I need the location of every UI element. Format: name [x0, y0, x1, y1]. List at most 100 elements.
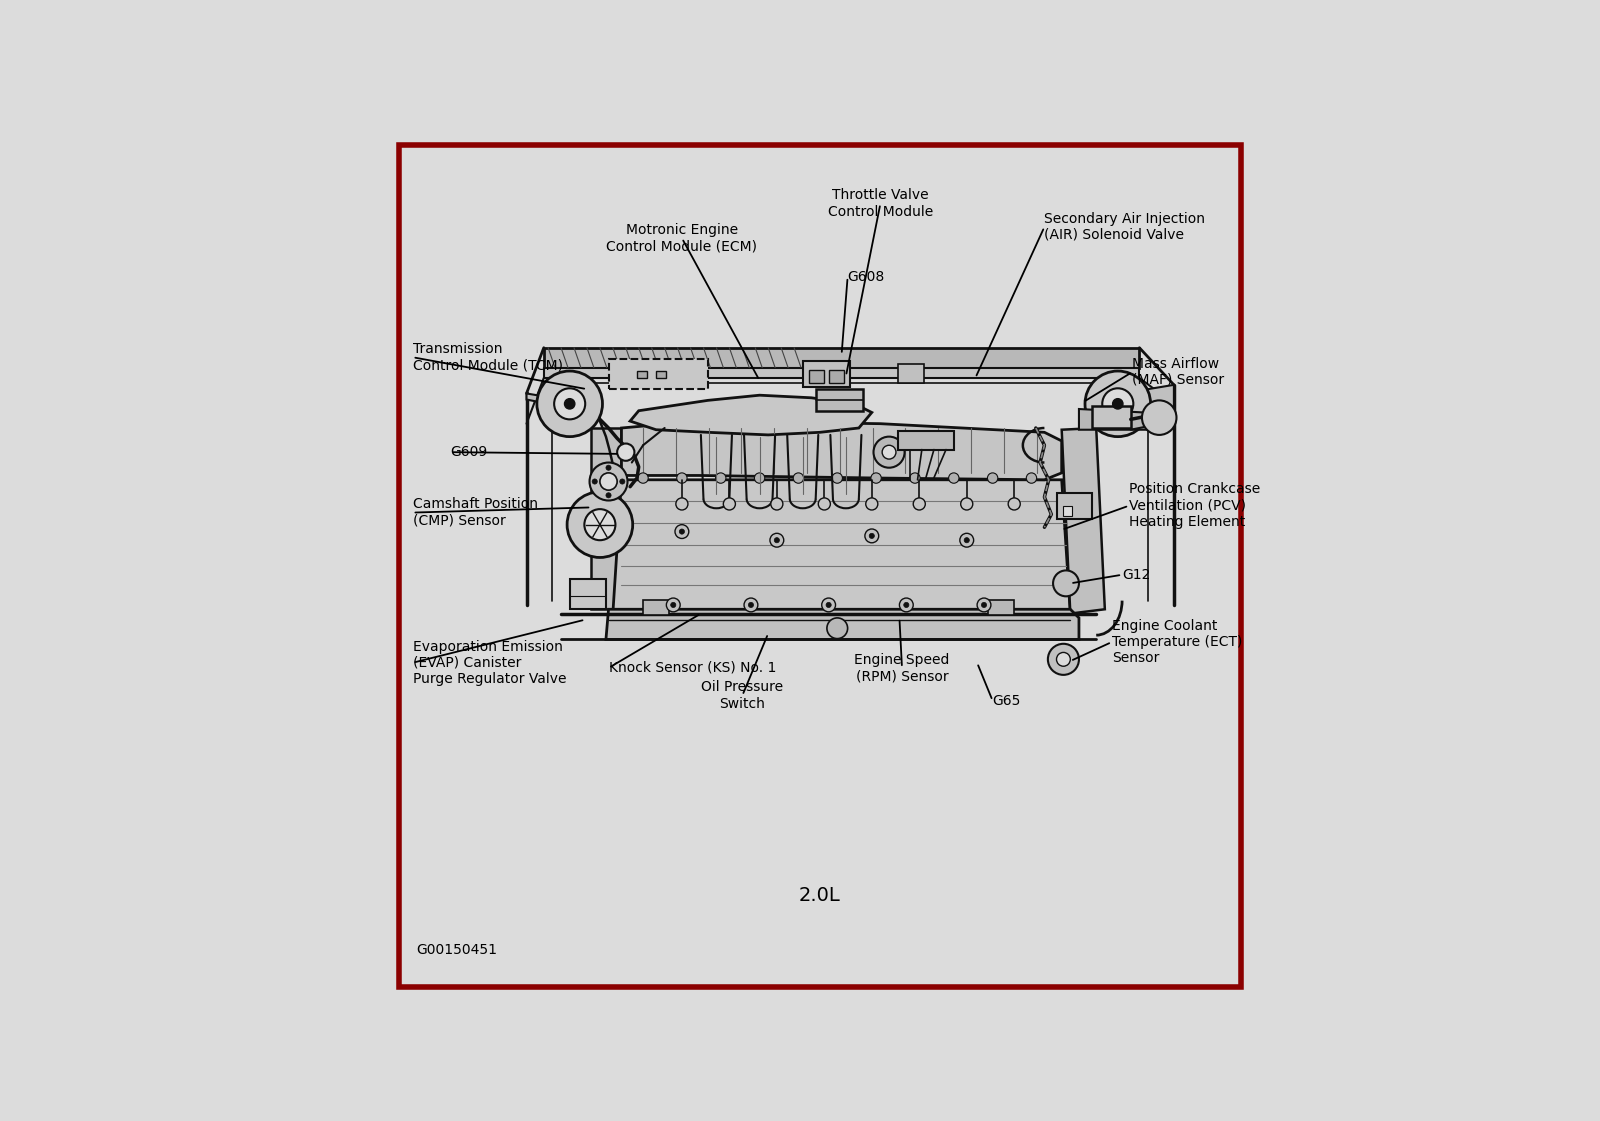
Circle shape [832, 473, 843, 483]
Circle shape [866, 529, 878, 543]
Circle shape [1053, 571, 1078, 596]
Polygon shape [630, 396, 872, 435]
Circle shape [1008, 498, 1021, 510]
Polygon shape [526, 393, 600, 418]
Circle shape [680, 529, 685, 535]
Polygon shape [1062, 428, 1106, 613]
Circle shape [771, 498, 782, 510]
Bar [816, 389, 862, 410]
Polygon shape [1078, 409, 1149, 429]
Circle shape [619, 479, 626, 484]
Bar [989, 600, 1014, 615]
Bar [643, 600, 669, 615]
Bar [898, 364, 923, 383]
Circle shape [987, 473, 998, 483]
Circle shape [1026, 473, 1037, 483]
Bar [808, 370, 824, 383]
Circle shape [882, 445, 896, 460]
Circle shape [744, 597, 758, 612]
Circle shape [960, 534, 974, 547]
Circle shape [670, 602, 675, 608]
Polygon shape [606, 609, 1078, 639]
Circle shape [606, 493, 611, 498]
Text: Camshaft Position
(CMP) Sensor: Camshaft Position (CMP) Sensor [413, 498, 538, 528]
Circle shape [965, 538, 970, 543]
Circle shape [1048, 643, 1078, 675]
Bar [1091, 407, 1131, 428]
Text: Evaporation Emission
(EVAP) Canister
Purge Regulator Valve: Evaporation Emission (EVAP) Canister Pur… [413, 640, 566, 686]
Circle shape [827, 618, 848, 639]
Circle shape [899, 597, 914, 612]
Text: Motronic Engine
Control Module (ECM): Motronic Engine Control Module (ECM) [606, 223, 757, 253]
Text: Throttle Valve
Control Module: Throttle Valve Control Module [827, 188, 933, 219]
Circle shape [870, 473, 882, 483]
Circle shape [1112, 399, 1123, 409]
Circle shape [1142, 400, 1176, 435]
Circle shape [904, 602, 909, 608]
Polygon shape [544, 348, 1139, 368]
Bar [1064, 506, 1072, 516]
Circle shape [818, 498, 830, 510]
Circle shape [874, 436, 904, 467]
Circle shape [638, 473, 648, 483]
Circle shape [538, 371, 603, 437]
Circle shape [981, 602, 987, 608]
Bar [570, 580, 606, 609]
Circle shape [826, 602, 832, 608]
FancyBboxPatch shape [608, 359, 707, 389]
Circle shape [869, 534, 874, 538]
Circle shape [715, 473, 726, 483]
Text: G00150451: G00150451 [416, 943, 498, 957]
Circle shape [584, 509, 616, 540]
Bar [829, 370, 845, 383]
Circle shape [675, 525, 688, 538]
Polygon shape [1122, 385, 1174, 419]
Bar [637, 371, 648, 378]
Circle shape [1056, 652, 1070, 666]
Text: Position Crankcase
Ventilation (PCV)
Heating Element: Position Crankcase Ventilation (PCV) Hea… [1130, 482, 1261, 529]
Circle shape [949, 473, 958, 483]
Circle shape [618, 444, 635, 461]
FancyBboxPatch shape [398, 145, 1242, 988]
Circle shape [914, 498, 925, 510]
Circle shape [770, 534, 784, 547]
Text: G608: G608 [848, 270, 885, 284]
Circle shape [978, 597, 990, 612]
Text: 2.0L: 2.0L [798, 887, 842, 906]
Bar [803, 361, 850, 387]
Polygon shape [613, 480, 1070, 613]
Circle shape [566, 492, 632, 557]
Bar [898, 430, 954, 450]
Text: Engine Speed
(RPM) Sensor: Engine Speed (RPM) Sensor [854, 652, 950, 683]
Circle shape [866, 498, 878, 510]
Circle shape [677, 473, 686, 483]
Text: Oil Pressure
Switch: Oil Pressure Switch [701, 680, 784, 711]
Circle shape [723, 498, 736, 510]
Bar [1058, 493, 1091, 519]
Bar [656, 371, 666, 378]
Text: Secondary Air Injection
(AIR) Solenoid Valve: Secondary Air Injection (AIR) Solenoid V… [1045, 212, 1205, 242]
Text: G12: G12 [1122, 567, 1150, 582]
Text: Engine Coolant
Temperature (ECT)
Sensor: Engine Coolant Temperature (ECT) Sensor [1112, 619, 1242, 665]
Text: G609: G609 [451, 445, 488, 460]
Polygon shape [621, 421, 1062, 480]
Circle shape [666, 597, 680, 612]
Polygon shape [544, 368, 1139, 378]
Circle shape [749, 602, 754, 608]
Circle shape [1102, 388, 1133, 419]
Circle shape [822, 597, 835, 612]
Circle shape [774, 538, 779, 543]
Circle shape [910, 473, 920, 483]
Text: G65: G65 [992, 694, 1021, 707]
Circle shape [794, 473, 803, 483]
Circle shape [589, 463, 627, 500]
Circle shape [600, 473, 618, 490]
Circle shape [554, 388, 586, 419]
Circle shape [592, 479, 597, 484]
Text: Transmission
Control Module (TCM): Transmission Control Module (TCM) [413, 342, 563, 372]
Text: Mass Airflow
(MAF) Sensor: Mass Airflow (MAF) Sensor [1133, 356, 1224, 387]
Circle shape [960, 498, 973, 510]
Circle shape [565, 399, 574, 409]
Circle shape [606, 465, 611, 471]
Circle shape [1085, 371, 1150, 437]
